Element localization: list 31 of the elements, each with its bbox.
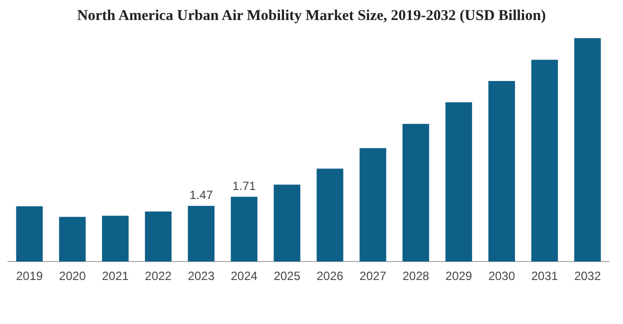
x-tick-label: 2024 xyxy=(230,269,258,284)
x-tick-label: 2031 xyxy=(531,269,558,284)
bar xyxy=(230,196,258,262)
x-tick-label: 2028 xyxy=(402,269,430,284)
x-tick-label: 2022 xyxy=(144,269,172,284)
bar xyxy=(488,81,515,262)
x-tick-label: 2026 xyxy=(316,269,344,284)
x-tick-label: 2027 xyxy=(360,269,387,284)
bar xyxy=(360,148,386,262)
chart-title: North America Urban Air Mobility Market Size, 2019-2032 (USD Billion) xyxy=(76,8,547,26)
bar xyxy=(574,38,601,262)
data-label: 1.71 xyxy=(232,179,256,194)
x-tick-label: 2030 xyxy=(488,269,516,284)
bar xyxy=(274,184,300,262)
data-label: 1.47 xyxy=(190,188,214,202)
bar xyxy=(188,206,214,262)
x-tick-label: 2020 xyxy=(59,269,86,284)
bar xyxy=(531,60,558,262)
x-tick-label: 2032 xyxy=(574,269,602,284)
bar xyxy=(402,124,430,262)
bar xyxy=(59,216,86,262)
x-tick-label: 2023 xyxy=(188,269,215,284)
bar xyxy=(316,168,344,262)
bar xyxy=(445,102,472,262)
bar xyxy=(144,212,172,262)
x-tick-label: 2019 xyxy=(16,269,44,284)
bar xyxy=(102,216,129,262)
bar xyxy=(16,206,43,262)
x-tick-label: 2025 xyxy=(274,269,301,284)
x-tick-label: 2021 xyxy=(102,269,129,284)
x-tick-label: 2029 xyxy=(445,269,472,284)
